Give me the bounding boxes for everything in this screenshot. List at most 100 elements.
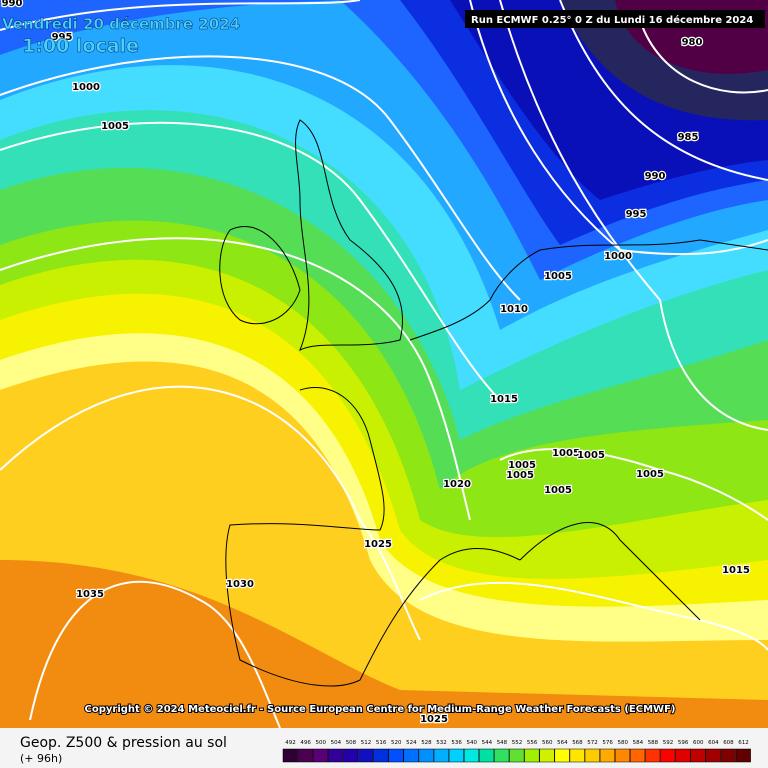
legend: 492 496 500 504 508 512 516 520 524 528 532 536 540 5… xyxy=(282,740,751,763)
legend-swatch xyxy=(373,748,389,763)
legend-label: 520 xyxy=(391,740,402,746)
isobar-labels: 990 995 1000 1005 980 985 990 995 1000 1005 1010 10… xyxy=(0,0,751,726)
isobar xyxy=(469,0,768,256)
legend-swatch xyxy=(297,748,313,763)
isobar-label: 995 xyxy=(52,32,73,43)
isobar xyxy=(499,0,768,431)
legend-swatch xyxy=(569,748,585,763)
legend-label: 504 xyxy=(331,740,342,746)
footer-lead: (+ 96h) xyxy=(20,752,62,765)
isobar-label: 1000 xyxy=(72,82,100,93)
legend-label: 524 xyxy=(406,740,417,746)
legend-label: 492 xyxy=(285,740,296,746)
legend-swatch xyxy=(358,748,374,763)
legend-swatch xyxy=(705,748,721,763)
footer-title: Geop. Z500 & pression au sol xyxy=(20,735,227,751)
legend-label: 560 xyxy=(542,740,553,746)
legend-swatch xyxy=(735,748,751,763)
legend-swatch xyxy=(675,748,691,763)
legend-swatch xyxy=(448,748,464,763)
legend-swatch xyxy=(433,748,449,763)
isobar-label: 1005 xyxy=(101,121,129,132)
isobar-label: 1015 xyxy=(490,394,518,405)
isobar xyxy=(639,19,768,94)
legend-swatch xyxy=(328,748,344,763)
coastline xyxy=(409,239,768,341)
legend-label: 536 xyxy=(451,740,462,746)
isobar-label: 1015 xyxy=(722,565,750,576)
isobar xyxy=(419,581,768,651)
legend-swatch xyxy=(463,748,480,763)
legend-label: 544 xyxy=(482,740,493,746)
isobar-label: 1010 xyxy=(500,304,528,315)
legend-label: 512 xyxy=(361,740,372,746)
coastline xyxy=(225,386,521,687)
legend-label: 576 xyxy=(602,740,613,746)
isobar-label: 1000 xyxy=(604,251,632,262)
isobar-label: 1005 xyxy=(636,469,664,480)
coastlines xyxy=(219,119,768,687)
isobar xyxy=(0,237,471,521)
legend-swatch xyxy=(524,748,540,763)
isobar-label: 1025 xyxy=(364,539,392,550)
legend-swatch xyxy=(343,748,359,763)
copyright: Copyright © 2024 Meteociel.fr - Source E… xyxy=(85,704,676,715)
isobar xyxy=(29,580,281,729)
legend-label: 596 xyxy=(678,740,689,746)
legend-label: 568 xyxy=(572,740,583,746)
legend-swatch xyxy=(494,748,510,763)
legend-label: 552 xyxy=(512,740,523,746)
isobars xyxy=(0,0,768,729)
legend-swatch xyxy=(720,748,736,763)
legend-swatch xyxy=(388,748,404,763)
legend-swatch xyxy=(660,748,676,763)
isobar-label: 1020 xyxy=(443,479,471,490)
isobar-label: 1005 xyxy=(552,448,580,459)
isobar xyxy=(0,55,521,301)
legend-swatch xyxy=(282,748,298,763)
legend-label: 516 xyxy=(376,740,387,746)
coastline xyxy=(295,119,404,352)
legend-label: 572 xyxy=(587,740,598,746)
isobar-label: 980 xyxy=(682,37,703,48)
legend-swatch xyxy=(614,748,631,763)
legend-swatch xyxy=(630,748,646,763)
legend-swatch xyxy=(645,748,661,763)
isobar-label: 1005 xyxy=(508,460,536,471)
legend-swatch xyxy=(403,748,419,763)
legend-swatch xyxy=(690,748,706,763)
legend-swatch xyxy=(418,748,434,763)
forecast-time: 1:00 locale xyxy=(22,35,139,57)
isobar xyxy=(0,385,421,641)
legend-label: 604 xyxy=(708,740,719,746)
legend-label: 540 xyxy=(467,740,478,746)
legend-swatch xyxy=(509,748,525,763)
legend-label: 612 xyxy=(738,740,749,746)
legend-label: 508 xyxy=(346,740,357,746)
legend-swatch xyxy=(312,748,329,763)
isobar-label: 1005 xyxy=(506,470,534,481)
coastline xyxy=(219,226,301,325)
legend-swatch xyxy=(599,748,615,763)
legend-label: 592 xyxy=(663,740,674,746)
coastline xyxy=(519,522,701,621)
legend-label: 564 xyxy=(557,740,568,746)
isobar-label: 1005 xyxy=(544,485,572,496)
isobar-label: 1035 xyxy=(76,589,104,600)
isobar-label: 1025 xyxy=(420,714,448,725)
legend-label: 600 xyxy=(693,740,704,746)
isobar-label: 1005 xyxy=(544,271,572,282)
isobar xyxy=(559,0,768,181)
isobar xyxy=(0,0,361,31)
legend-label: 588 xyxy=(648,740,659,746)
isobar xyxy=(0,121,501,401)
legend-label: 496 xyxy=(300,740,311,746)
isobar-label: 1030 xyxy=(226,579,254,590)
legend-label: 608 xyxy=(723,740,734,746)
legend-label: 528 xyxy=(421,740,432,746)
forecast-date: Vendredi 20 décembre 2024 xyxy=(2,15,240,33)
legend-label: 580 xyxy=(618,740,629,746)
isobar-label: 1005 xyxy=(577,450,605,461)
isobar-label: 990 xyxy=(2,0,23,9)
